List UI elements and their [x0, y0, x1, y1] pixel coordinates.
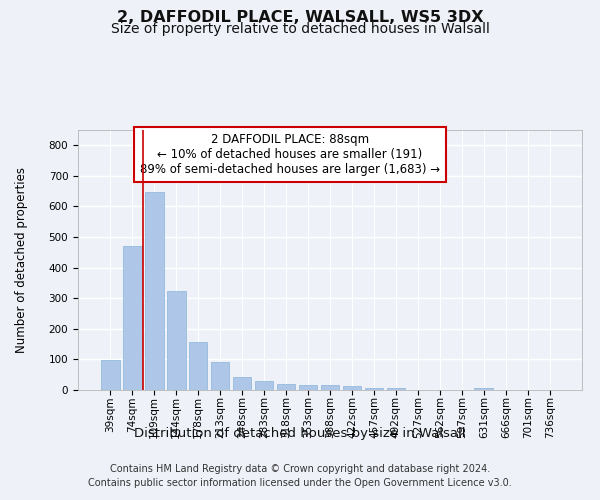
- Y-axis label: Number of detached properties: Number of detached properties: [14, 167, 28, 353]
- Text: Distribution of detached houses by size in Walsall: Distribution of detached houses by size …: [134, 428, 466, 440]
- Bar: [386, 388, 405, 390]
- Bar: [299, 385, 317, 390]
- Text: 2 DAFFODIL PLACE: 88sqm
← 10% of detached houses are smaller (191)
89% of semi-d: 2 DAFFODIL PLACE: 88sqm ← 10% of detache…: [140, 132, 440, 176]
- Text: Contains public sector information licensed under the Open Government Licence v3: Contains public sector information licen…: [88, 478, 512, 488]
- Bar: [255, 382, 274, 390]
- Text: Contains HM Land Registry data © Crown copyright and database right 2024.: Contains HM Land Registry data © Crown c…: [110, 464, 490, 474]
- Bar: [320, 385, 340, 390]
- Bar: [211, 362, 229, 390]
- Bar: [101, 360, 119, 390]
- Text: 2, DAFFODIL PLACE, WALSALL, WS5 3DX: 2, DAFFODIL PLACE, WALSALL, WS5 3DX: [116, 10, 484, 25]
- Bar: [277, 384, 295, 390]
- Bar: [475, 388, 493, 390]
- Bar: [145, 192, 164, 390]
- Bar: [343, 386, 361, 390]
- Text: Size of property relative to detached houses in Walsall: Size of property relative to detached ho…: [110, 22, 490, 36]
- Bar: [365, 388, 383, 390]
- Bar: [233, 376, 251, 390]
- Bar: [167, 291, 185, 390]
- Bar: [189, 342, 208, 390]
- Bar: [123, 246, 142, 390]
